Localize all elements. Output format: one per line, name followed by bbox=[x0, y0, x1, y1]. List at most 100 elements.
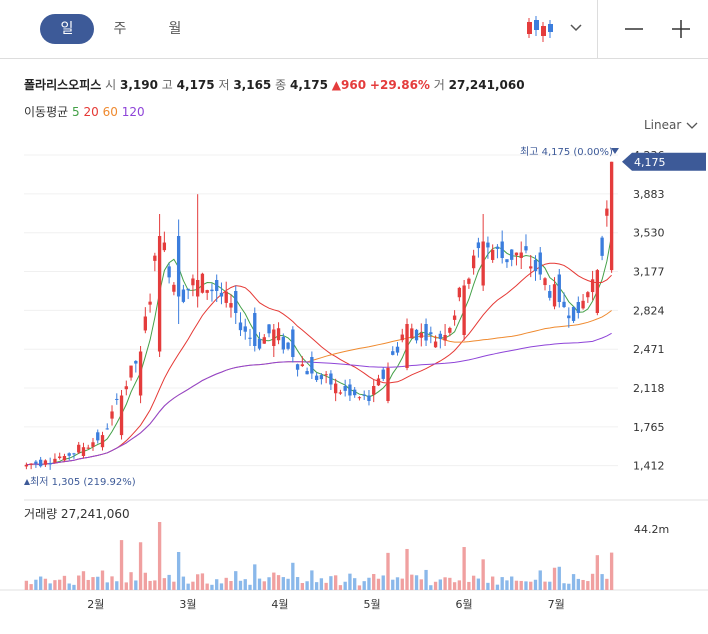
candle bbox=[129, 365, 133, 378]
candle bbox=[91, 442, 95, 447]
ma-5[interactable]: 5 bbox=[72, 105, 80, 119]
volume-bar bbox=[457, 580, 462, 590]
volume-bar bbox=[196, 574, 200, 590]
volume-bar bbox=[38, 576, 43, 590]
candle bbox=[543, 278, 547, 286]
candle bbox=[138, 351, 143, 396]
x-tick-label: 3월 bbox=[179, 598, 196, 611]
candle bbox=[134, 360, 138, 364]
period-tab-week[interactable]: 주 bbox=[113, 21, 127, 37]
low-label: 저 bbox=[218, 78, 230, 92]
candle bbox=[96, 432, 100, 441]
low-value: 3,165 bbox=[233, 78, 272, 92]
period-tab-day[interactable]: 일 bbox=[40, 14, 94, 44]
open-label: 시 bbox=[105, 78, 117, 92]
candle bbox=[376, 378, 381, 386]
candle bbox=[519, 252, 523, 258]
volume-bar bbox=[476, 578, 481, 590]
candle bbox=[238, 322, 243, 331]
candle bbox=[324, 374, 328, 376]
candle bbox=[176, 236, 181, 297]
candle bbox=[48, 462, 52, 465]
volume-bar bbox=[467, 581, 471, 590]
candle bbox=[119, 395, 124, 436]
volume-bar bbox=[338, 585, 343, 590]
candle bbox=[157, 236, 162, 352]
volume-bar bbox=[543, 581, 547, 590]
scale-mode-label: Linear bbox=[644, 118, 682, 132]
max-marker-icon bbox=[611, 148, 619, 154]
volume-bar bbox=[300, 583, 305, 590]
ma-60[interactable]: 60 bbox=[102, 105, 118, 119]
volume-bar bbox=[586, 581, 590, 590]
volume-bar bbox=[429, 585, 433, 590]
volume-bar bbox=[405, 548, 409, 590]
candle bbox=[581, 300, 585, 309]
volume-bar bbox=[571, 574, 576, 590]
volume-bar bbox=[448, 577, 452, 590]
volume-bar bbox=[48, 583, 52, 590]
volume-bar bbox=[486, 582, 490, 590]
candle bbox=[452, 315, 457, 320]
candle bbox=[196, 280, 200, 297]
volume-bar bbox=[319, 578, 324, 590]
candle bbox=[529, 266, 533, 269]
volume-bar bbox=[576, 578, 580, 590]
volume-bar bbox=[191, 581, 195, 590]
candle bbox=[105, 428, 109, 430]
volume-bar bbox=[153, 580, 157, 590]
candle bbox=[357, 397, 362, 399]
candle bbox=[62, 456, 67, 461]
volume-bar bbox=[219, 583, 224, 590]
candle bbox=[333, 383, 338, 394]
period-tab-month[interactable]: 월 bbox=[168, 21, 182, 37]
volume-bar bbox=[414, 575, 419, 590]
zoom-in-icon[interactable] bbox=[666, 14, 696, 44]
candle bbox=[305, 371, 309, 375]
ma-120[interactable]: 120 bbox=[121, 105, 145, 119]
ma-20[interactable]: 20 bbox=[83, 105, 99, 119]
volume-bar bbox=[96, 576, 100, 590]
volume-bar bbox=[567, 583, 571, 590]
chevron-down-icon[interactable] bbox=[566, 14, 596, 44]
candle bbox=[300, 364, 305, 367]
volume-bar bbox=[310, 570, 314, 590]
toolbar-divider bbox=[597, 0, 598, 58]
candle bbox=[424, 324, 428, 341]
candle bbox=[552, 284, 557, 307]
volume-bar bbox=[438, 579, 442, 590]
volume-bar bbox=[29, 584, 33, 590]
volume-bar bbox=[81, 571, 86, 590]
volume-bar bbox=[481, 559, 485, 590]
volume-label: 거 bbox=[433, 78, 445, 92]
candle bbox=[438, 333, 442, 339]
volume-bar bbox=[110, 576, 114, 590]
zoom-out-icon[interactable] bbox=[620, 14, 650, 44]
scale-mode-select[interactable]: Linear bbox=[644, 118, 699, 132]
volume-bar bbox=[77, 575, 81, 590]
candlestick-chart-icon[interactable] bbox=[524, 14, 554, 44]
candle bbox=[148, 301, 152, 305]
volume-bar bbox=[538, 570, 542, 590]
volume-bar bbox=[115, 581, 119, 590]
y-tick-label: 1,765 bbox=[633, 421, 665, 434]
candle bbox=[495, 246, 500, 249]
y-tick-label: 1,412 bbox=[633, 460, 665, 473]
y-tick-label: 2,118 bbox=[633, 382, 665, 395]
candle bbox=[43, 460, 48, 465]
volume-bar bbox=[353, 578, 357, 590]
x-tick-label: 2월 bbox=[87, 598, 104, 611]
candle bbox=[172, 284, 176, 292]
volume-bar bbox=[381, 575, 385, 590]
candle bbox=[514, 252, 519, 256]
candle bbox=[329, 373, 333, 385]
volume-bar bbox=[34, 579, 38, 590]
candle bbox=[181, 289, 186, 302]
candle bbox=[72, 453, 76, 455]
volume-bar bbox=[172, 581, 176, 590]
volume-bar bbox=[53, 580, 57, 590]
candle bbox=[281, 336, 285, 350]
volume-bar bbox=[272, 572, 276, 590]
volume-bar bbox=[224, 577, 228, 590]
